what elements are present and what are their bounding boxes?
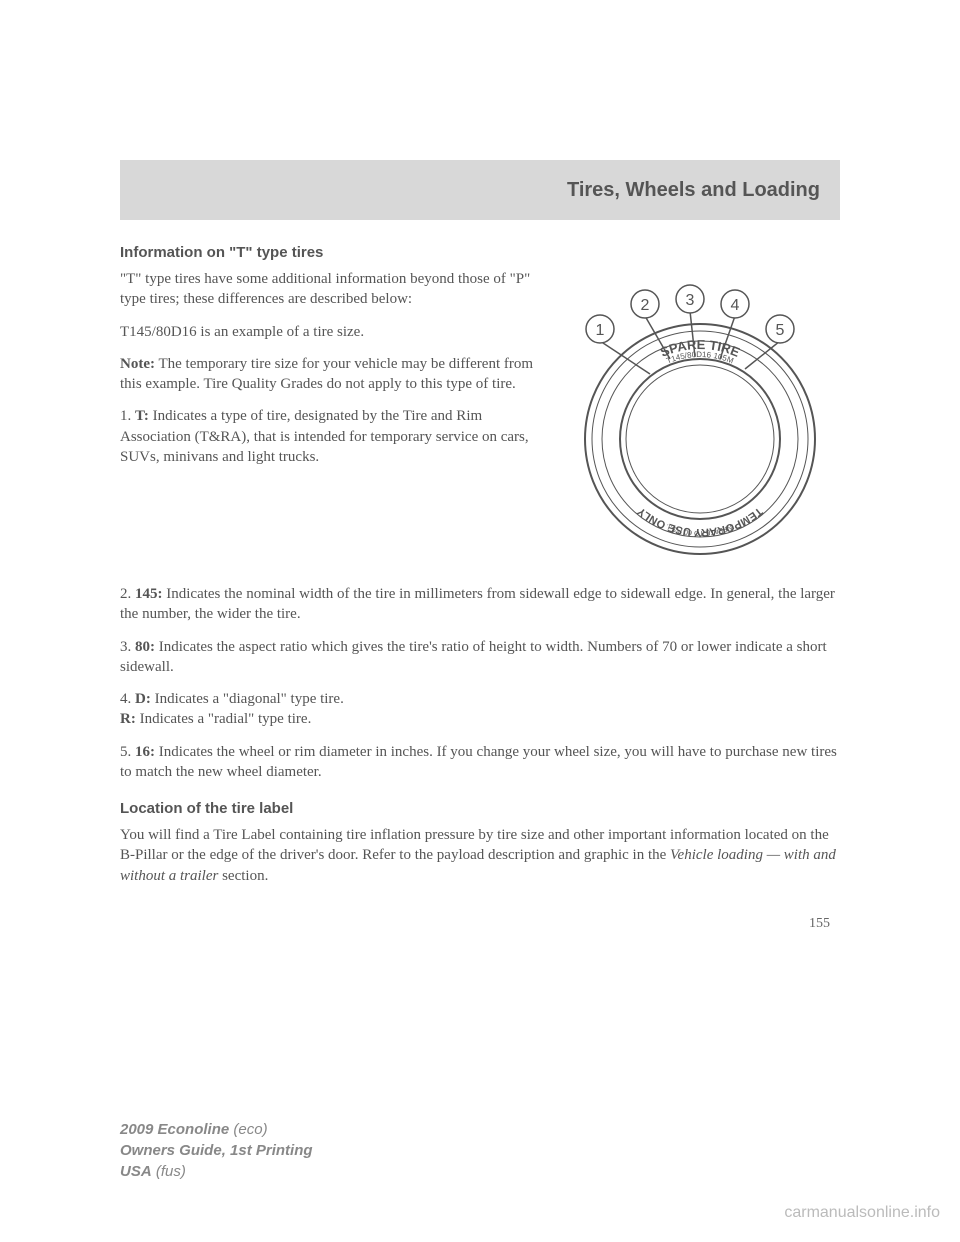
item2-label: 145: xyxy=(135,586,163,602)
item3-num: 3. xyxy=(120,639,135,655)
para-note: Note: The temporary tire size for your v… xyxy=(120,354,540,395)
item4-body: Indicates a "diagonal" type tire. xyxy=(151,691,344,707)
item4b-label: R: xyxy=(120,711,136,727)
item-5: 5. 16: Indicates the wheel or rim diamet… xyxy=(120,742,840,783)
callout-5: 5 xyxy=(766,315,794,343)
svg-text:1: 1 xyxy=(596,322,605,339)
note-body: The temporary tire size for your vehicle… xyxy=(120,356,533,392)
footer-code2: (fus) xyxy=(152,1163,186,1180)
callout-2: 2 xyxy=(631,290,659,318)
page-number: 155 xyxy=(120,916,840,932)
item2-body: Indicates the nominal width of the tire … xyxy=(120,586,835,622)
header-bar: Tires, Wheels and Loading xyxy=(120,160,840,220)
item4-num: 4. xyxy=(120,691,135,707)
content-row: "T" type tires have some additional info… xyxy=(120,269,840,574)
item5-num: 5. xyxy=(120,744,135,760)
item5-body: Indicates the wheel or rim diameter in i… xyxy=(120,744,837,780)
footer-line1: 2009 Econoline (eco) xyxy=(120,1119,313,1140)
footer-line3: USA (fus) xyxy=(120,1161,313,1182)
footer-code1: (eco) xyxy=(229,1121,267,1138)
callout-1: 1 xyxy=(586,315,614,343)
svg-text:5: 5 xyxy=(776,322,785,339)
callout-3: 3 xyxy=(676,285,704,313)
item-1: 1. T: Indicates a type of tire, designat… xyxy=(120,406,540,467)
svg-text:4: 4 xyxy=(731,297,740,314)
item-3: 3. 80: Indicates the aspect ratio which … xyxy=(120,637,840,678)
item-4: 4. D: Indicates a "diagonal" type tire. … xyxy=(120,689,840,730)
footer-line2: Owners Guide, 1st Printing xyxy=(120,1140,313,1161)
tire-svg-icon: SPARE TIRE T145/80D16 105M TEMPORARY USE… xyxy=(560,269,840,569)
section1-heading: Information on "T" type tires xyxy=(120,244,840,261)
item5-label: 16: xyxy=(135,744,155,760)
item2-num: 2. xyxy=(120,586,135,602)
item4-label: D: xyxy=(135,691,151,707)
item-2: 2. 145: Indicates the nominal width of t… xyxy=(120,584,840,625)
note-label: Note: xyxy=(120,356,155,372)
section2-heading: Location of the tire label xyxy=(120,800,840,817)
watermark: carmanualsonline.info xyxy=(784,1204,940,1222)
item1-label: T: xyxy=(135,408,149,424)
s2-suffix: section. xyxy=(218,868,268,884)
section2-para: You will find a Tire Label containing ti… xyxy=(120,825,840,886)
text-column: "T" type tires have some additional info… xyxy=(120,269,540,574)
page-container: Tires, Wheels and Loading Information on… xyxy=(0,0,960,932)
item1-num: 1. xyxy=(120,408,135,424)
footer-model: 2009 Econoline xyxy=(120,1121,229,1138)
svg-text:2: 2 xyxy=(641,297,650,314)
item3-label: 80: xyxy=(135,639,155,655)
svg-text:3: 3 xyxy=(686,292,695,309)
item3-body: Indicates the aspect ratio which gives t… xyxy=(120,639,827,675)
callout-4: 4 xyxy=(721,290,749,318)
para-intro: "T" type tires have some additional info… xyxy=(120,269,540,310)
item4b-body: Indicates a "radial" type tire. xyxy=(136,711,312,727)
item1-body: Indicates a type of tire, designated by … xyxy=(120,408,529,465)
footer: 2009 Econoline (eco) Owners Guide, 1st P… xyxy=(120,1119,313,1182)
header-title: Tires, Wheels and Loading xyxy=(567,179,820,202)
para-example: T145/80D16 is an example of a tire size. xyxy=(120,322,540,342)
footer-region: USA xyxy=(120,1163,152,1180)
tire-diagram: SPARE TIRE T145/80D16 105M TEMPORARY USE… xyxy=(560,269,840,574)
